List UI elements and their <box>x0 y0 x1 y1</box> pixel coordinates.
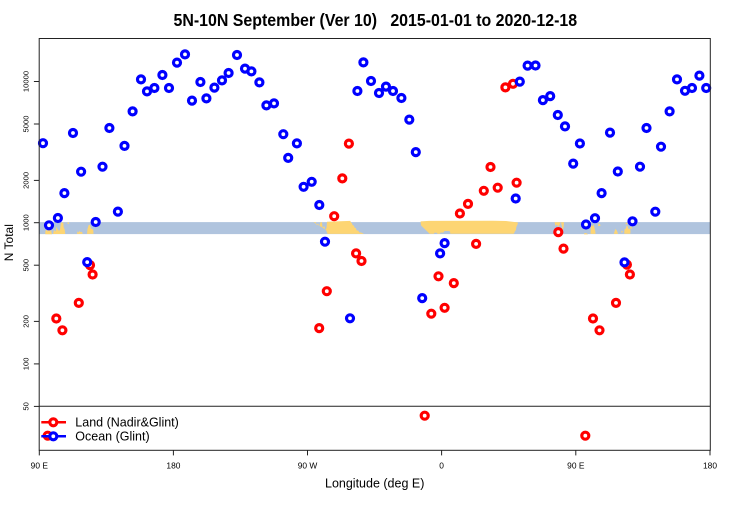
svg-text:50: 50 <box>22 402 31 410</box>
svg-text:90 W: 90 W <box>298 460 318 470</box>
svg-text:100: 100 <box>22 358 31 371</box>
svg-text:2000: 2000 <box>22 172 31 189</box>
svg-text:10000: 10000 <box>22 71 31 92</box>
svg-text:500: 500 <box>22 259 31 272</box>
svg-text:Ocean (Glint): Ocean (Glint) <box>75 430 149 444</box>
svg-text:1000: 1000 <box>22 214 31 231</box>
svg-text:5N-10N September (Ver 10) 20: 5N-10N September (Ver 10) 2015-01-01 to … <box>174 10 578 30</box>
svg-text:180: 180 <box>703 460 717 470</box>
svg-text:90 E: 90 E <box>31 460 49 470</box>
svg-text:0: 0 <box>439 460 444 470</box>
svg-text:90 E: 90 E <box>567 460 585 470</box>
svg-text:Land (Nadir&Glint): Land (Nadir&Glint) <box>75 416 179 430</box>
svg-text:180: 180 <box>166 460 180 470</box>
svg-text:N Total: N Total <box>2 224 16 261</box>
svg-text:Longitude (deg E): Longitude (deg E) <box>325 477 424 491</box>
svg-text:200: 200 <box>22 315 31 328</box>
svg-text:5000: 5000 <box>22 116 31 133</box>
